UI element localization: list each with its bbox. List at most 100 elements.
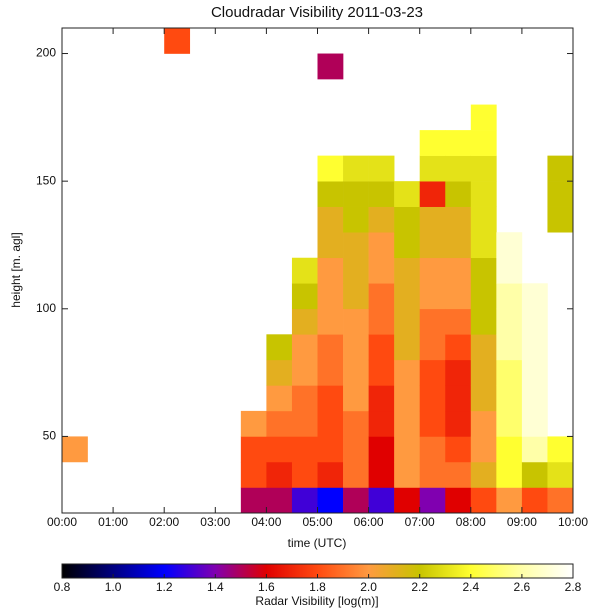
heat-cell [266,487,293,514]
heat-cell [343,308,369,335]
x-tick-label: 07:00 [405,515,435,529]
heat-cell [394,232,420,259]
heat-cell [266,385,293,412]
heat-cell [343,385,369,412]
heat-cell [547,487,574,514]
heat-cell [291,283,318,310]
heat-cell [368,461,395,488]
heat-cell [62,436,88,463]
heat-cell [470,487,497,514]
heat-cell [470,385,497,412]
heat-cell [419,487,446,514]
heat-cell [343,359,369,386]
y-axis-label: height [m. agl] [9,232,23,307]
x-tick-label: 08:00 [456,515,486,529]
heat-cell [470,436,497,463]
heat-cell [470,130,497,156]
heat-cell [266,359,293,386]
x-tick-label: 05:00 [302,515,332,529]
heat-cell [419,181,446,207]
colorbar-tick-label: 1.0 [105,580,122,594]
heat-cell [317,181,344,207]
heat-cell [394,487,420,514]
heat-cell [317,410,344,437]
heat-cell [291,461,318,488]
heat-cell [419,334,446,361]
heat-cell [317,461,344,488]
heat-cell [521,308,548,335]
heat-cell [496,257,523,284]
heat-cell [419,206,446,233]
heat-cell [368,436,395,463]
heat-cell [394,436,420,463]
colorbar-tick-label: 2.2 [411,580,428,594]
heat-cell [521,385,548,412]
heat-cell [343,436,369,463]
heat-cell [343,487,369,514]
heat-cell [547,155,574,182]
heat-cell [521,410,548,437]
heat-cell [394,308,420,335]
colorbar-tick-label: 1.2 [156,580,173,594]
heat-cell [368,257,395,284]
heat-cell [445,410,472,437]
heat-cell [368,181,395,207]
heat-cell [266,410,293,437]
x-tick-label: 06:00 [354,515,384,529]
x-tick-label: 09:00 [507,515,537,529]
heat-cell [291,487,318,514]
heat-cell [521,436,548,463]
heat-cell [547,461,574,488]
heat-cell [368,308,395,335]
heat-cell [419,359,446,386]
heat-cell [317,334,344,361]
heat-cell [368,487,395,514]
y-tick-label: 100 [36,301,56,315]
heat-cell [317,436,344,463]
heat-cell [445,181,472,207]
heat-cell [445,487,472,514]
heat-cell [368,206,395,233]
heat-cell [343,257,369,284]
heat-cell [470,359,497,386]
heat-cell [394,359,420,386]
heat-cell [291,308,318,335]
heat-cell [394,257,420,284]
heat-cell [470,104,497,131]
heat-cell [419,308,446,335]
heat-cell [445,436,472,463]
heat-cell [368,334,395,361]
x-tick-label: 00:00 [47,515,77,529]
heat-cell [343,206,369,233]
heat-cell [419,461,446,488]
heat-cell [496,410,523,437]
x-tick-label: 04:00 [251,515,281,529]
heat-cell [470,334,497,361]
heat-cell [470,308,497,335]
heat-cell [240,436,267,463]
heat-cell [445,334,472,361]
heat-cell [317,308,344,335]
heat-cell [343,232,369,259]
heat-cell [419,410,446,437]
heat-cell [419,257,446,284]
heat-cell [547,436,574,463]
heat-cell [317,155,344,182]
colorbar-tick-label: 2.6 [514,580,531,594]
heat-cell [317,283,344,310]
x-tick-label: 02:00 [149,515,179,529]
heat-cell [343,181,369,207]
heat-cell [368,232,395,259]
heat-cell [317,257,344,284]
heat-cell [394,410,420,437]
heat-cell [496,232,523,259]
heat-cell [419,155,446,182]
colorbar-tick-label: 2.4 [462,580,479,594]
heat-cell [394,206,420,233]
x-axis-label: time (UTC) [288,536,347,550]
colorbar-label: Radar Visibility [log(m)] [255,594,378,608]
y-tick-label: 150 [36,173,56,187]
x-tick-label: 01:00 [98,515,128,529]
heat-cell [419,436,446,463]
